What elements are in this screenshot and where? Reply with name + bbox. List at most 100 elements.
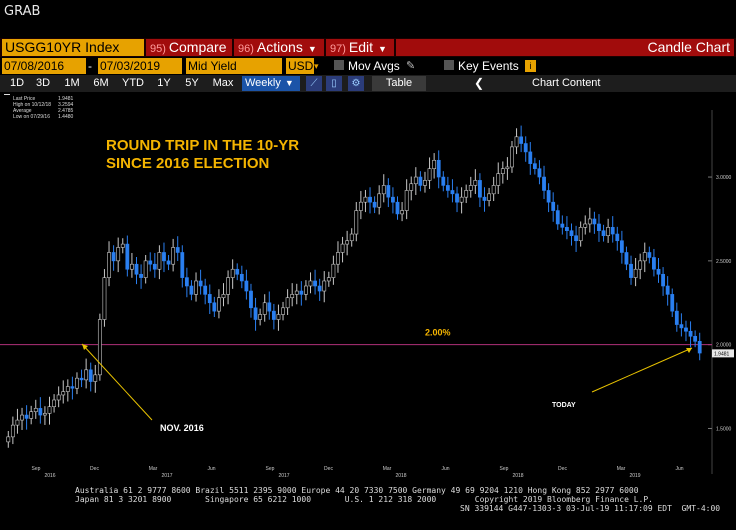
frequency-select[interactable]: Weekly ▼ xyxy=(242,76,300,91)
nov-arrow xyxy=(81,343,153,421)
candle-body xyxy=(610,227,615,235)
candle-body xyxy=(111,252,116,262)
candle-body xyxy=(6,436,11,443)
candle-body xyxy=(583,223,588,228)
period-max[interactable]: Max xyxy=(212,77,234,89)
candle-body xyxy=(52,399,56,407)
candle-body xyxy=(500,168,505,174)
candle-chart-icon[interactable]: ▯ xyxy=(326,76,342,91)
ticker-input[interactable]: USGG10YR Index xyxy=(2,39,144,56)
candle-body xyxy=(349,233,354,242)
today-arrow xyxy=(591,347,693,393)
candle-body xyxy=(592,218,597,225)
candle-body xyxy=(290,294,295,299)
chevron-left-icon[interactable]: ❮ xyxy=(474,76,485,90)
candle-body xyxy=(79,377,84,381)
compare-button[interactable]: 95) Compare xyxy=(146,39,232,56)
candle-body xyxy=(65,386,70,392)
candle-body xyxy=(345,240,350,245)
candle-body xyxy=(688,330,693,337)
candle-body xyxy=(551,201,556,211)
candle-body xyxy=(139,273,143,278)
actions-shortcut: 96) xyxy=(238,43,254,55)
table-button[interactable]: Table xyxy=(372,76,426,91)
period-1d[interactable]: 1D xyxy=(9,77,25,89)
candle-body xyxy=(38,408,43,416)
candle-body xyxy=(441,176,446,186)
candle-body xyxy=(162,252,166,262)
x-tick-label: Sep xyxy=(32,466,41,472)
legend-high-value: 3.2594 xyxy=(58,102,74,108)
x-tick-label: Dec xyxy=(558,466,567,472)
mov-avgs-checkbox[interactable] xyxy=(334,60,344,70)
settings-icon[interactable]: ⚙ xyxy=(348,76,364,91)
headline-line2: SINCE 2016 ELECTION xyxy=(106,155,269,172)
candle-body xyxy=(432,159,437,169)
candle-body xyxy=(134,263,139,275)
candle-body xyxy=(629,263,633,278)
candle-body xyxy=(33,408,38,413)
candle-body xyxy=(679,324,684,329)
x-tick-year: 2018 xyxy=(395,473,406,479)
candle-body xyxy=(505,166,510,169)
key-events-checkbox[interactable] xyxy=(444,60,454,70)
candle-body xyxy=(84,369,89,381)
candle-body xyxy=(624,252,629,265)
period-1m[interactable]: 1M xyxy=(64,77,80,89)
candle-body xyxy=(88,369,93,382)
candle-body xyxy=(423,180,427,186)
start-date-field[interactable]: 07/08/2016 xyxy=(2,58,86,74)
candle-body xyxy=(308,280,313,287)
candle-body xyxy=(276,314,281,320)
candle-body xyxy=(652,257,656,270)
chart-content-label[interactable]: Chart Content xyxy=(532,77,601,89)
legend-low-value: 1.4480 xyxy=(58,114,74,120)
candle-body xyxy=(235,268,240,275)
candle-body xyxy=(638,260,643,270)
candle-body xyxy=(523,143,528,153)
pencil-icon[interactable]: ✎ xyxy=(406,60,416,72)
candle-body xyxy=(413,176,418,185)
candle-body xyxy=(107,252,111,278)
candle-body xyxy=(143,260,148,278)
x-tick-year: 2017 xyxy=(161,473,172,479)
app-title: GRAB xyxy=(4,4,41,19)
candle-body xyxy=(565,227,569,231)
candle-body xyxy=(20,414,24,421)
candle-body xyxy=(455,193,459,203)
period-1y[interactable]: 1Y xyxy=(157,77,171,89)
candle-body xyxy=(656,268,661,275)
currency-select[interactable]: USD xyxy=(286,58,314,74)
period-6m[interactable]: 6M xyxy=(93,77,109,89)
candle-body xyxy=(61,391,66,396)
headline-line1: ROUND TRIP IN THE 10-YR xyxy=(106,137,299,154)
period-bar xyxy=(0,75,736,92)
actions-button[interactable]: 96) Actions ▼ xyxy=(234,39,324,56)
line-chart-icon[interactable]: ⟋ xyxy=(306,76,322,91)
period-5y[interactable]: 5Y xyxy=(185,77,199,89)
candle-body xyxy=(253,307,258,320)
y-tick-label: 1.5000 xyxy=(716,426,732,432)
period-ytd[interactable]: YTD xyxy=(122,77,144,89)
chart-type-title: Candle Chart xyxy=(647,39,731,55)
candle-body xyxy=(239,273,244,282)
candle-body xyxy=(642,252,647,262)
candle-body xyxy=(331,263,336,278)
candle-body xyxy=(404,190,409,211)
info-icon[interactable]: i xyxy=(525,60,536,72)
edit-shortcut: 97) xyxy=(330,43,346,55)
candle-body xyxy=(130,263,134,270)
end-date-field[interactable]: 07/03/2019 xyxy=(98,58,182,74)
candle-body xyxy=(478,180,482,198)
candle-body xyxy=(29,411,34,419)
period-3d[interactable]: 3D xyxy=(35,77,51,89)
edit-button[interactable]: 97) Edit ▼ xyxy=(326,39,394,56)
candle-body xyxy=(468,185,473,191)
x-tick-year: 2017 xyxy=(278,473,289,479)
chevron-down-icon: ▼ xyxy=(378,44,387,54)
candle-body xyxy=(304,285,308,295)
candle-body xyxy=(670,294,675,312)
candle-body xyxy=(606,227,611,237)
candle-body xyxy=(665,285,670,295)
field-select[interactable]: Mid Yield xyxy=(186,58,282,74)
